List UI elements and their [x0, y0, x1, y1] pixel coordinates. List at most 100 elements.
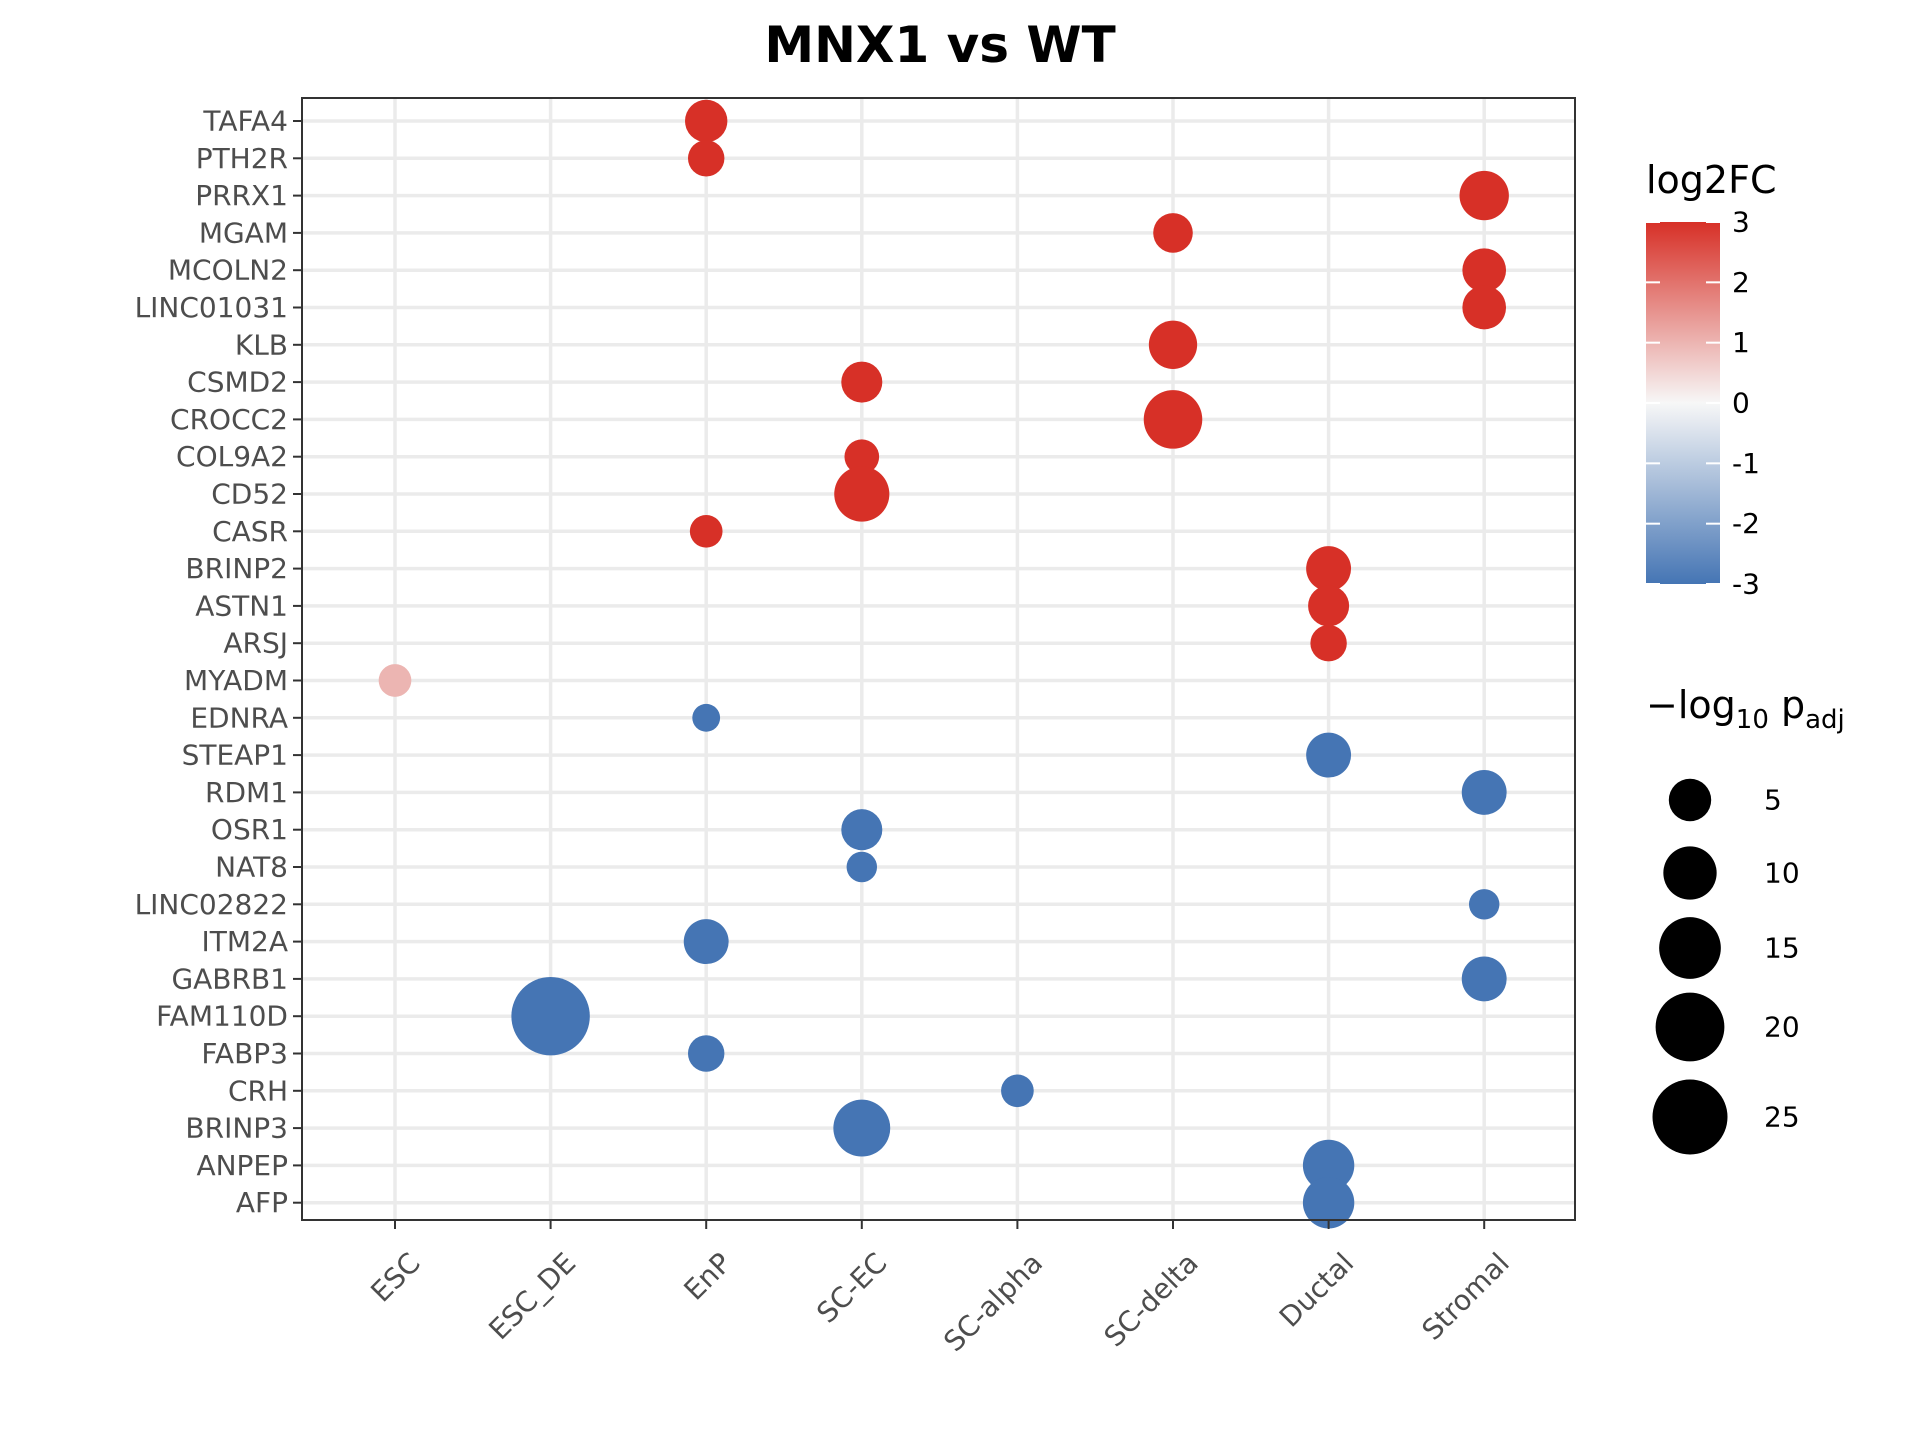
point-afp-ductal: [1302, 1177, 1355, 1229]
chart-title: MNX1 vs WT: [764, 16, 1115, 74]
size-legend-label: 10: [1764, 857, 1800, 890]
point-fam110d-esc-de: [511, 976, 590, 1056]
size-legend-title: −log10 padj: [1646, 683, 1845, 735]
color-legend-ticks: 3 2 1 0 -1 -2 -3: [1646, 206, 1760, 601]
y-tick-label-brinp2: BRINP2: [185, 552, 288, 585]
plot-panel: [301, 97, 1576, 1229]
y-tick-label-brinp3: BRINP3: [185, 1112, 288, 1145]
point-klb-sc-delta: [1148, 320, 1198, 369]
x-tick-label-esc: ESC: [364, 1246, 426, 1308]
y-tick-label-linc02822: LINC02822: [135, 888, 288, 921]
x-tick-label-stromal: Stromal: [1415, 1246, 1515, 1346]
y-tick-label-anpep: ANPEP: [196, 1149, 288, 1182]
y-tick-label-linc01031: LINC01031: [135, 291, 288, 324]
x-tick-label-sc-alpha: SC-alpha: [937, 1246, 1049, 1358]
y-tick-label-nat8: NAT8: [215, 851, 288, 884]
y-tick-label-mcoln2: MCOLN2: [168, 254, 288, 287]
size-legend-dot: [1659, 917, 1721, 979]
y-tick-label-gabrb1: GABRB1: [171, 962, 288, 995]
y-tick-label-mgam: MGAM: [199, 216, 288, 249]
y-tick-label-myadm: MYADM: [184, 664, 288, 697]
point-myadm-esc: [378, 664, 412, 697]
point-steap1-ductal: [1306, 732, 1352, 778]
point-crocc2-sc-delta: [1143, 390, 1203, 449]
point-csmd2-sc-ec: [841, 361, 883, 403]
point-ednra-enp: [692, 703, 721, 732]
size-legend-dot: [1663, 846, 1717, 900]
point-tafa4-enp: [685, 99, 728, 143]
size-legend-title-p: p: [1769, 683, 1805, 727]
panel-border: [301, 97, 1576, 1221]
color-legend-label: 2: [1732, 266, 1750, 299]
point-casr-enp: [689, 514, 723, 548]
point-itm2a-enp: [683, 919, 729, 965]
y-axis: TAFA4 PTH2R PRRX1 MGAM MCOLN2 LINC01031 KLB CSM…: [135, 105, 302, 1219]
y-tick-label-crocc2: CROCC2: [170, 403, 288, 436]
point-gabrb1-stromal: [1461, 956, 1507, 1002]
color-legend-label: 1: [1732, 326, 1750, 359]
point-pth2r-enp: [687, 140, 725, 177]
y-tick-label-steap1: STEAP1: [182, 739, 288, 772]
point-linc01031-stromal: [1462, 285, 1507, 330]
y-tick-label-osr1: OSR1: [211, 813, 288, 846]
point-brinp3-sc-ec: [833, 1099, 891, 1157]
point-col9a2-sc-ec: [844, 439, 880, 475]
size-legend-label: 5: [1764, 784, 1782, 817]
y-tick-label-arsj: ARSJ: [223, 627, 288, 660]
size-legend-dot: [1668, 778, 1712, 822]
point-rdm1-stromal: [1461, 769, 1507, 815]
y-tick-label-pth2r: PTH2R: [196, 142, 288, 175]
point-anpep-ductal: [1302, 1139, 1355, 1192]
x-axis: ESC ESC_DE EnP SC-EC SC-alpha SC-delta Ductal S…: [364, 1220, 1516, 1358]
x-tick-label-enp: EnP: [678, 1246, 738, 1306]
y-tick-label-fabp3: FABP3: [201, 1037, 288, 1070]
size-legend-items: 5 10 15 20 25: [1652, 778, 1800, 1155]
point-arsj-ductal: [1310, 624, 1347, 662]
data-points: [378, 99, 1509, 1229]
y-tick-label-crh: CRH: [228, 1074, 288, 1107]
point-mgam-sc-delta: [1153, 213, 1193, 253]
size-legend-label: 15: [1764, 932, 1800, 965]
point-astn1-ductal: [1308, 585, 1350, 627]
x-tick-label-esc-de: ESC_DE: [482, 1246, 582, 1346]
panel-background: [302, 98, 1575, 1220]
y-tick-label-casr: CASR: [212, 515, 288, 548]
point-crh-sc-alpha: [1001, 1074, 1034, 1108]
size-legend-dot: [1655, 992, 1725, 1062]
size-legend-label: 25: [1764, 1101, 1800, 1134]
color-legend-label: -3: [1732, 568, 1760, 601]
point-linc02822-stromal: [1468, 889, 1500, 920]
y-tick-label-rdm1: RDM1: [205, 776, 288, 809]
point-nat8-sc-ec: [846, 851, 878, 883]
y-tick-label-csmd2: CSMD2: [187, 366, 288, 399]
color-legend-label: 3: [1732, 206, 1750, 239]
y-tick-label-afp: AFP: [236, 1186, 288, 1219]
color-legend-label: -1: [1732, 447, 1760, 480]
y-tick-label-klb: KLB: [235, 328, 288, 361]
point-brinp2-ductal: [1306, 546, 1352, 592]
grid-lines: [302, 98, 1575, 1220]
y-tick-label-prrx1: PRRX1: [195, 179, 288, 212]
y-tick-label-cd52: CD52: [211, 478, 288, 511]
y-tick-label-ednra: EDNRA: [190, 701, 288, 734]
size-legend-title-log: −log: [1646, 683, 1736, 727]
point-prrx1-stromal: [1459, 170, 1509, 221]
size-legend-dot: [1652, 1079, 1728, 1155]
point-mcoln2-stromal: [1462, 248, 1507, 293]
y-tick-label-itm2a: ITM2A: [202, 925, 289, 958]
size-legend-title-base: 10: [1736, 705, 1769, 735]
color-legend-label: -2: [1732, 507, 1760, 540]
color-legend-title: log2FC: [1646, 158, 1777, 202]
y-tick-label-fam110d: FAM110D: [156, 1000, 288, 1033]
y-tick-label-col9a2: COL9A2: [176, 440, 288, 473]
x-tick-label-sc-ec: SC-EC: [810, 1246, 893, 1329]
size-legend-title-adj: adj: [1805, 705, 1845, 735]
x-tick-label-ductal: Ductal: [1273, 1246, 1360, 1333]
point-cd52-sc-ec: [834, 466, 890, 522]
point-osr1-sc-ec: [841, 809, 883, 851]
x-tick-label-sc-delta: SC-delta: [1098, 1246, 1205, 1353]
color-legend-label: 0: [1732, 387, 1750, 420]
point-fabp3-enp: [687, 1035, 725, 1072]
